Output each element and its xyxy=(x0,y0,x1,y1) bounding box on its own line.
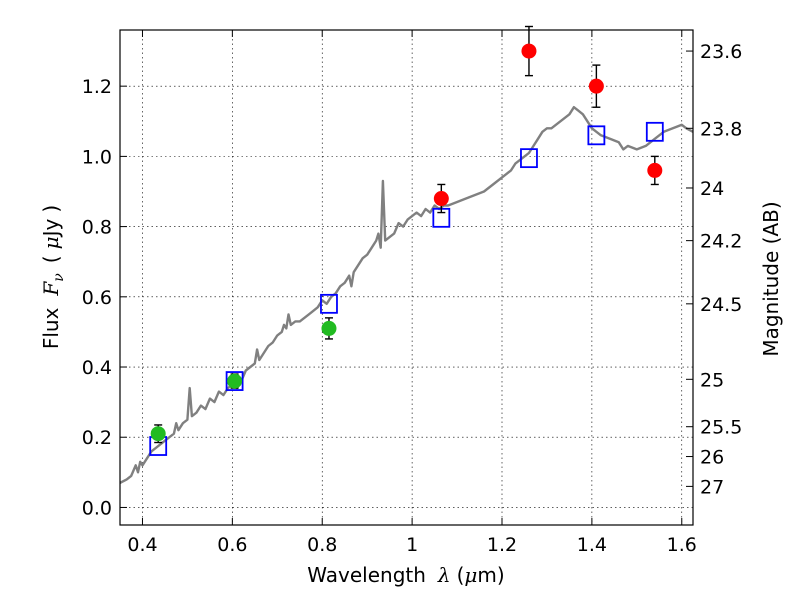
model-photometry-square xyxy=(587,125,606,146)
x-tick-label: 0.8 xyxy=(307,534,337,556)
x-tick-label: 1 xyxy=(406,534,418,556)
y2-tick-label: 27 xyxy=(700,476,724,498)
x-tick-label: 1.4 xyxy=(577,534,607,556)
x-tick-label: 0.4 xyxy=(127,534,157,556)
x-tick-label: 1.2 xyxy=(487,534,517,556)
plot-series xyxy=(120,106,693,484)
y-tick-label: 1.0 xyxy=(82,146,112,168)
x-tick-label: 1.6 xyxy=(667,534,697,556)
y2-axis-label: Magnitude (AB) xyxy=(759,201,783,356)
model-photometry-square xyxy=(320,293,338,314)
y2-tick-label: 25.5 xyxy=(700,417,742,439)
observed-green-point xyxy=(321,320,337,336)
x-axis-ticks: 0.4 0.6 0.8 1 1.2 1.4 1.6 xyxy=(127,30,697,556)
y2-tick-label: 24 xyxy=(700,178,724,200)
grid xyxy=(120,30,693,525)
y-tick-label: 0.8 xyxy=(82,217,112,239)
plot-markers xyxy=(149,25,664,456)
y-tick-label: 0.4 xyxy=(82,357,112,379)
observed-green-point xyxy=(150,426,166,442)
y2-tick-label: 25 xyxy=(700,369,724,391)
model-photometry-square xyxy=(520,148,538,169)
y2-tick-label: 23.8 xyxy=(700,118,742,140)
y-axis-ticks: 0.0 0.2 0.4 0.6 0.8 1.0 1.2 xyxy=(82,76,127,519)
y-axis-label: FluxFν(μJy) xyxy=(39,205,67,349)
y-tick-label: 0.2 xyxy=(82,427,112,449)
y2-tick-label: 26 xyxy=(700,447,724,469)
sed-model-line xyxy=(120,106,693,484)
observed-red-point xyxy=(647,162,663,178)
y-tick-label: 0.0 xyxy=(82,497,112,519)
observed-green-point xyxy=(227,373,243,389)
model-photometry-square xyxy=(225,371,244,391)
y-tick-label: 1.2 xyxy=(82,76,112,98)
y-tick-label: 0.6 xyxy=(82,287,112,309)
y2-tick-label: 23.6 xyxy=(700,41,742,63)
observed-red-point xyxy=(521,43,537,59)
model-photometry-square xyxy=(645,121,664,142)
plot-frame xyxy=(119,29,694,526)
x-axis-label: Wavelength λ (μm) xyxy=(307,563,504,587)
y2-tick-label: 24.2 xyxy=(700,231,742,253)
y2-axis-ticks: 23.6 23.8 24 24.2 24.5 25 25.5 26 27 xyxy=(686,41,742,498)
y2-tick-label: 24.5 xyxy=(700,294,742,316)
observed-red-point xyxy=(588,78,604,94)
x-tick-label: 0.6 xyxy=(217,534,247,556)
observed-red-point xyxy=(433,191,449,207)
